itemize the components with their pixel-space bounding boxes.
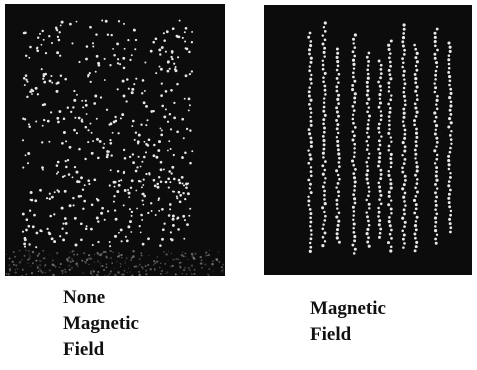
chained-particle-columns (307, 21, 453, 255)
no-field-caption: None Magnetic Field (63, 285, 139, 363)
caption-line: Magnetic (310, 298, 386, 319)
caption-line: None (63, 287, 106, 308)
caption-line: Field (63, 339, 105, 360)
caption-line: Field (310, 324, 352, 345)
random-particle-distribution (5, 19, 225, 276)
magnetic-field-caption: Magnetic Field (310, 296, 386, 348)
no-field-particle-image (5, 4, 225, 276)
magnetic-field-particle-image (264, 5, 472, 275)
caption-line: Magnetic (63, 313, 139, 334)
